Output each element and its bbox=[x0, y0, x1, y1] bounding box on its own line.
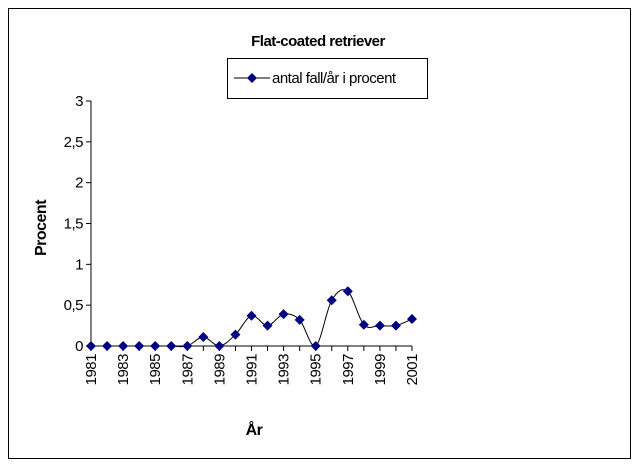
data-point bbox=[358, 319, 369, 330]
data-point bbox=[214, 341, 225, 351]
y-tick-label: 1,5 bbox=[64, 216, 84, 233]
data-point bbox=[326, 295, 337, 306]
data-point bbox=[246, 310, 257, 321]
data-point bbox=[118, 341, 129, 351]
data-point bbox=[102, 341, 113, 351]
y-tick-label: 2,5 bbox=[64, 134, 84, 151]
x-tick-label: 1995 bbox=[308, 354, 325, 386]
data-point bbox=[294, 314, 305, 325]
chart-title: Flat-coated retriever bbox=[251, 33, 385, 50]
x-axis-label: År bbox=[246, 420, 263, 439]
data-point bbox=[342, 286, 353, 297]
x-tick-label: 1981 bbox=[83, 354, 100, 386]
x-tick-label: 1985 bbox=[147, 354, 164, 386]
x-tick-label: 1999 bbox=[372, 354, 389, 386]
data-point bbox=[86, 341, 96, 351]
data-point bbox=[278, 309, 289, 320]
y-tick-label: 3 bbox=[75, 93, 83, 110]
data-point bbox=[374, 320, 385, 331]
data-point bbox=[262, 320, 273, 331]
y-tick-label: 0 bbox=[75, 338, 83, 355]
x-tick-label: 1983 bbox=[115, 354, 132, 386]
data-point bbox=[310, 341, 321, 351]
data-point bbox=[134, 341, 145, 351]
legend-label: antal fall/år i procent bbox=[272, 70, 397, 87]
x-tick-label: 1987 bbox=[179, 354, 196, 386]
data-point bbox=[407, 314, 417, 325]
data-point bbox=[390, 320, 401, 331]
x-tick-label: 2001 bbox=[404, 354, 421, 386]
data-point bbox=[198, 332, 209, 343]
legend-marker bbox=[247, 73, 257, 83]
y-axis-label: Procent bbox=[33, 199, 50, 256]
data-point bbox=[150, 341, 161, 351]
data-point bbox=[182, 341, 193, 351]
x-tick-label: 1991 bbox=[244, 354, 261, 386]
data-point bbox=[166, 341, 177, 351]
x-tick-label: 1997 bbox=[340, 354, 357, 386]
x-tick-label: 1993 bbox=[276, 354, 293, 386]
data-point bbox=[230, 329, 241, 340]
y-tick-label: 1 bbox=[75, 256, 83, 273]
y-tick-label: 0,5 bbox=[64, 297, 84, 314]
x-tick-label: 1989 bbox=[211, 354, 228, 386]
y-tick-label: 2 bbox=[75, 175, 83, 192]
